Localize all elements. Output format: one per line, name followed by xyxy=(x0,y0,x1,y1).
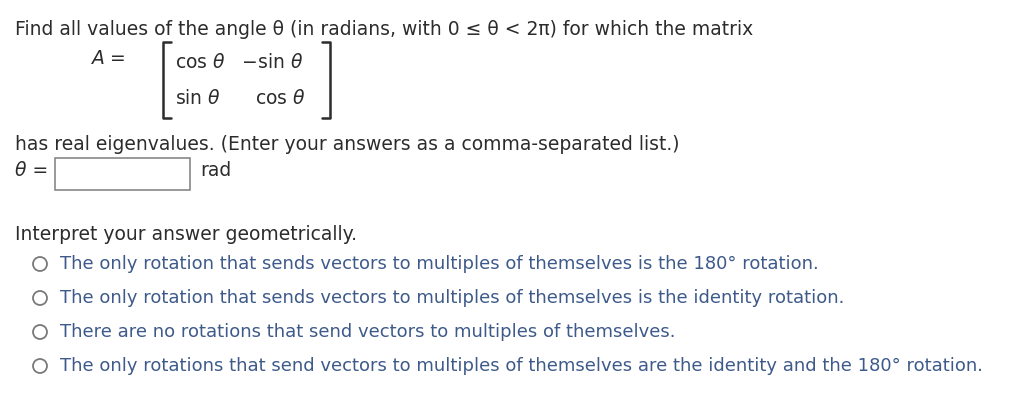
Text: There are no rotations that send vectors to multiples of themselves.: There are no rotations that send vectors… xyxy=(60,323,676,341)
Text: $A$ =: $A$ = xyxy=(90,48,126,67)
Text: θ =: θ = xyxy=(15,160,48,179)
Text: The only rotations that send vectors to multiples of themselves are the identity: The only rotations that send vectors to … xyxy=(60,357,983,375)
Text: cos $\theta$   $-$sin $\theta$: cos $\theta$ $-$sin $\theta$ xyxy=(175,54,303,73)
Text: Interpret your answer geometrically.: Interpret your answer geometrically. xyxy=(15,225,357,244)
FancyBboxPatch shape xyxy=(55,158,190,190)
Text: rad: rad xyxy=(200,160,231,179)
Text: The only rotation that sends vectors to multiples of themselves is the identity : The only rotation that sends vectors to … xyxy=(60,289,844,307)
Text: Find all values of the angle θ (in radians, with 0 ≤ θ < 2π) for which the matri: Find all values of the angle θ (in radia… xyxy=(15,20,753,39)
Text: The only rotation that sends vectors to multiples of themselves is the 180° rota: The only rotation that sends vectors to … xyxy=(60,255,819,273)
Text: has real eigenvalues. (Enter your answers as a comma-separated list.): has real eigenvalues. (Enter your answer… xyxy=(15,135,680,154)
Text: sin $\theta$      cos $\theta$: sin $\theta$ cos $\theta$ xyxy=(175,89,305,108)
